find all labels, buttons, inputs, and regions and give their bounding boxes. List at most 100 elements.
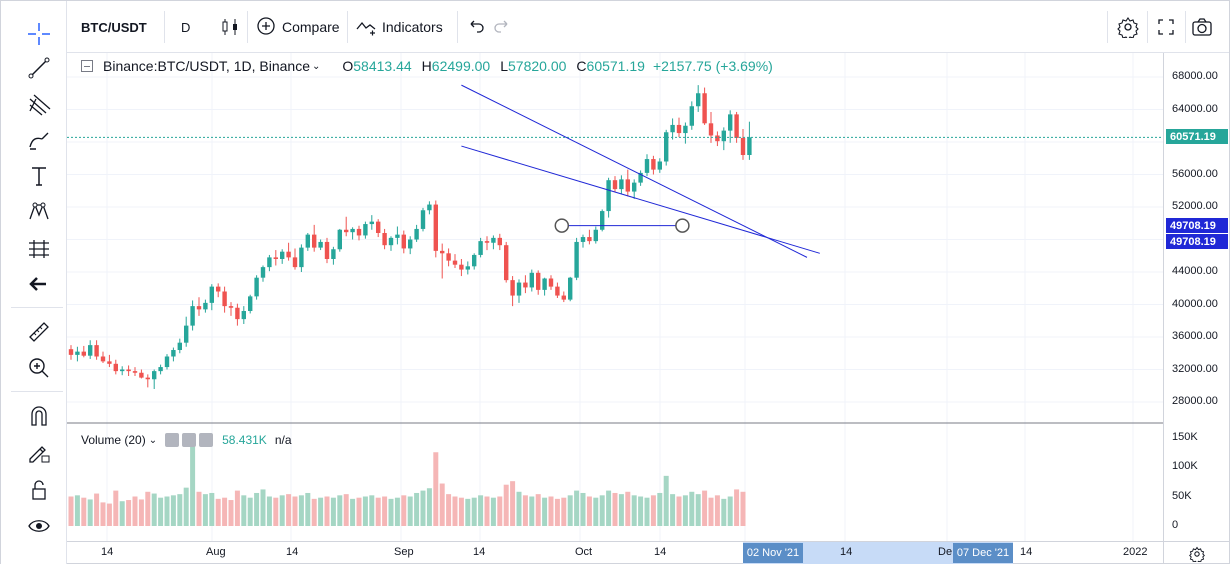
volume-bar (87, 499, 93, 526)
volume-title[interactable]: Volume (20) (81, 433, 146, 447)
candle-body (68, 349, 74, 355)
time-tick-label: 14 (840, 546, 853, 558)
text-icon[interactable] (22, 161, 56, 191)
zoom-in-icon[interactable] (22, 353, 56, 383)
toolbar-divider (164, 11, 165, 43)
candle-body (446, 253, 451, 261)
volume-bar (695, 494, 701, 526)
trend-line (461, 84, 808, 258)
candle-body (126, 369, 131, 372)
candle-body (593, 229, 598, 242)
eye-toggle-icon[interactable] (165, 433, 180, 447)
volume-bar (215, 498, 221, 526)
price-tick-label: 44000.00 (1172, 265, 1218, 277)
candles-icon[interactable] (219, 13, 241, 41)
lock-drawing-icon[interactable] (22, 437, 56, 467)
trend-line-icon[interactable] (22, 53, 56, 83)
candle-body (747, 137, 752, 155)
indicators-button[interactable]: Indicators (355, 13, 443, 41)
prediction-icon[interactable] (22, 233, 56, 263)
candle-body (433, 204, 438, 251)
legend-title[interactable]: Binance:BTC/USDT, 1D, Binance (103, 58, 310, 74)
candle-body (177, 342, 182, 350)
candle-body (728, 114, 733, 131)
volume-bar (478, 495, 484, 526)
volume-bar (727, 496, 733, 526)
candle-body (209, 286, 214, 303)
candle-body (440, 250, 445, 254)
candle-body (657, 161, 662, 170)
price-tick-label: 32000.00 (1172, 362, 1218, 375)
volume-bar (273, 497, 279, 526)
volume-bar (132, 496, 138, 526)
time-range-highlight (743, 542, 1013, 564)
candle-body (465, 266, 470, 270)
volume-bar (247, 497, 253, 526)
volume-bar (650, 495, 656, 526)
volume-bar (740, 491, 746, 526)
volume-bar (721, 498, 727, 526)
candle-body (619, 179, 624, 190)
volume-bar (618, 494, 624, 526)
compare-button[interactable]: Compare (255, 13, 340, 41)
camera-icon[interactable] (1191, 13, 1213, 41)
volume-bar (177, 494, 183, 526)
interval-button[interactable]: D (181, 13, 190, 41)
volume-bars (68, 443, 746, 526)
ruler-icon[interactable] (22, 317, 56, 347)
candle-body (542, 278, 547, 290)
legend-collapse-icon[interactable] (81, 60, 93, 72)
settings-icon[interactable] (182, 433, 197, 447)
volume-bar (599, 495, 605, 526)
eye-icon[interactable] (22, 511, 56, 541)
candle-body (75, 351, 80, 355)
settings-gear-icon[interactable] (1117, 13, 1139, 41)
candle-body (107, 361, 112, 364)
chevron-down-icon[interactable]: ⌄ (311, 60, 321, 72)
crosshair-icon[interactable] (22, 19, 56, 49)
time-axis[interactable]: 14 Aug 14 Sep 14 Oct 14 14 De 14 2022 02 Nov '21 0… (67, 541, 1163, 564)
close-icon[interactable] (199, 433, 214, 447)
pattern-icon[interactable] (22, 197, 56, 227)
candle-body (459, 264, 464, 270)
candle-body (235, 307, 240, 320)
price-tick-label: 40000.00 (1172, 297, 1218, 310)
redo-icon[interactable] (491, 13, 513, 41)
range-start-tag: 02 Nov '21 (743, 543, 803, 563)
magnet-icon[interactable] (22, 401, 56, 431)
brush-icon[interactable] (22, 125, 56, 155)
fullscreen-icon[interactable] (1155, 13, 1177, 41)
candle-body (324, 241, 330, 259)
main-legend: Binance:BTC/USDT, 1D, Binance ⌄ O 58413.4… (81, 57, 773, 75)
axis-settings-gear-icon[interactable] (1163, 541, 1229, 564)
candle-body (190, 306, 195, 326)
chart-grid (67, 53, 1163, 541)
candle-body (203, 302, 208, 310)
toolbar-divider (1147, 11, 1148, 43)
candle-body (670, 124, 675, 133)
candle-body (286, 251, 291, 258)
symbol-button[interactable]: BTC/USDT (81, 13, 147, 41)
candle-body (600, 211, 605, 230)
pitchfork-icon[interactable] (22, 89, 56, 119)
candle-body (260, 267, 266, 278)
lock-icon[interactable] (22, 475, 56, 505)
candles (68, 85, 752, 389)
volume-tick-label: 50K (1172, 489, 1192, 502)
price-chart[interactable] (67, 53, 1163, 541)
candle-body (504, 245, 509, 281)
back-arrow-icon[interactable] (22, 269, 56, 299)
chevron-down-icon[interactable]: ⌄ (148, 434, 158, 446)
undo-icon[interactable] (465, 13, 487, 41)
volume-bar (164, 496, 170, 526)
candle-body (606, 180, 611, 212)
price-axis[interactable]: 68000.0064000.0060000.0056000.0052000.00… (1163, 53, 1229, 541)
time-tick-label: Oct (575, 546, 593, 558)
candle-body (152, 371, 157, 380)
price-tick-label: 56000.00 (1172, 167, 1218, 180)
volume-bar (490, 497, 496, 526)
volume-bar (484, 496, 490, 526)
volume-bar (567, 495, 573, 526)
legend-change: +2157.75 (+3.69%) (652, 58, 773, 74)
volume-bar (100, 502, 106, 526)
